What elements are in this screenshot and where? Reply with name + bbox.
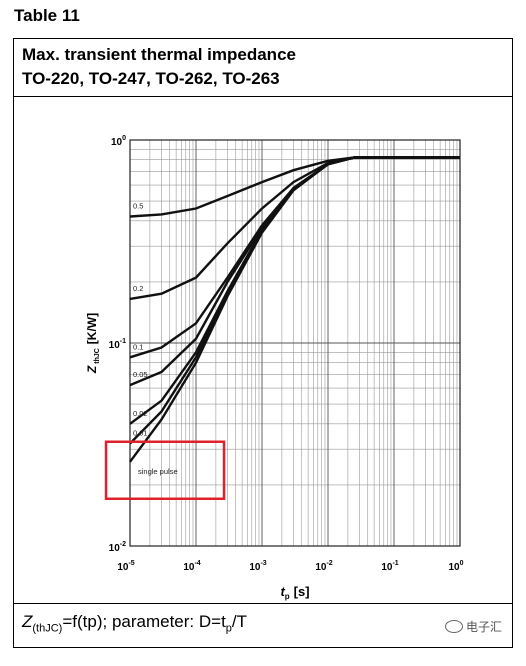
y-tick-label: 10-2 (109, 541, 126, 554)
series-label: 0.02 (133, 409, 148, 418)
x-tick-label: 10-4 (183, 560, 200, 573)
series-label: 0.2 (133, 284, 143, 293)
figure-caption: Z(thJC)=f(tp); parameter: D=tp/T (14, 603, 512, 647)
y-axis-label: ZthJC [K/W] (85, 313, 101, 374)
x-axis-label: tp [s] (280, 584, 309, 601)
y-tick-exponent: 0 (122, 135, 126, 142)
series-label: 0.01 (133, 428, 148, 437)
figure-header: Max. transient thermal impedance TO-220,… (14, 39, 512, 97)
highlight-box (104, 440, 226, 501)
series-label: 0.05 (133, 370, 148, 379)
y-tick-exponent: -1 (120, 338, 126, 345)
x-axis-subscript: p (285, 592, 290, 601)
watermark-text: 电子汇 (465, 620, 502, 634)
series-label: single pulse (138, 467, 178, 476)
series-line (129, 156, 460, 445)
caption-text-b: /T (231, 612, 248, 631)
watermark: 电子汇 (444, 618, 502, 635)
series-line (129, 156, 460, 301)
series-line (129, 156, 460, 463)
caption-z-sub: (thJC) (32, 622, 63, 635)
caption-z: Z (22, 612, 33, 631)
figure-frame: Max. transient thermal impedance TO-220,… (13, 38, 513, 648)
x-tick-label: 10-5 (117, 560, 134, 573)
y-axis-symbol: Z (85, 365, 99, 374)
x-tick-exponent: -1 (392, 560, 398, 567)
table-label: Table 11 (14, 6, 80, 25)
y-axis-unit: [K/W] (85, 313, 99, 344)
figure-subtitle: TO-220, TO-247, TO-262, TO-263 (22, 69, 280, 88)
x-tick-exponent: -2 (326, 560, 332, 567)
x-axis-unit: [s] (294, 584, 310, 599)
caption-text-a: =f(tp); parameter: D=t (62, 612, 226, 631)
x-axis-symbol: t (280, 584, 285, 599)
wechat-icon (444, 620, 463, 633)
y-tick-exponent: -2 (120, 541, 126, 548)
series-label: 0.1 (133, 342, 143, 351)
caption-t-sub: p (225, 622, 232, 635)
x-tick-exponent: -5 (128, 560, 134, 567)
x-tick-exponent: 0 (460, 560, 464, 567)
series-label: 0.5 (133, 201, 143, 210)
x-tick-exponent: -3 (260, 560, 266, 567)
x-tick-label: 10-2 (315, 560, 332, 573)
x-tick-label: 10-3 (249, 560, 266, 573)
x-tick-exponent: -4 (194, 560, 200, 567)
x-tick-label: 10-1 (381, 560, 398, 573)
y-axis-subscript: thJC (94, 348, 101, 364)
series-line (129, 156, 460, 387)
plot-area-border (129, 139, 461, 547)
figure-title: Max. transient thermal impedance (22, 45, 296, 64)
y-tick-label: 10-1 (109, 338, 126, 351)
y-tick-label: 100 (111, 135, 126, 148)
x-tick-label: 100 (448, 560, 463, 573)
